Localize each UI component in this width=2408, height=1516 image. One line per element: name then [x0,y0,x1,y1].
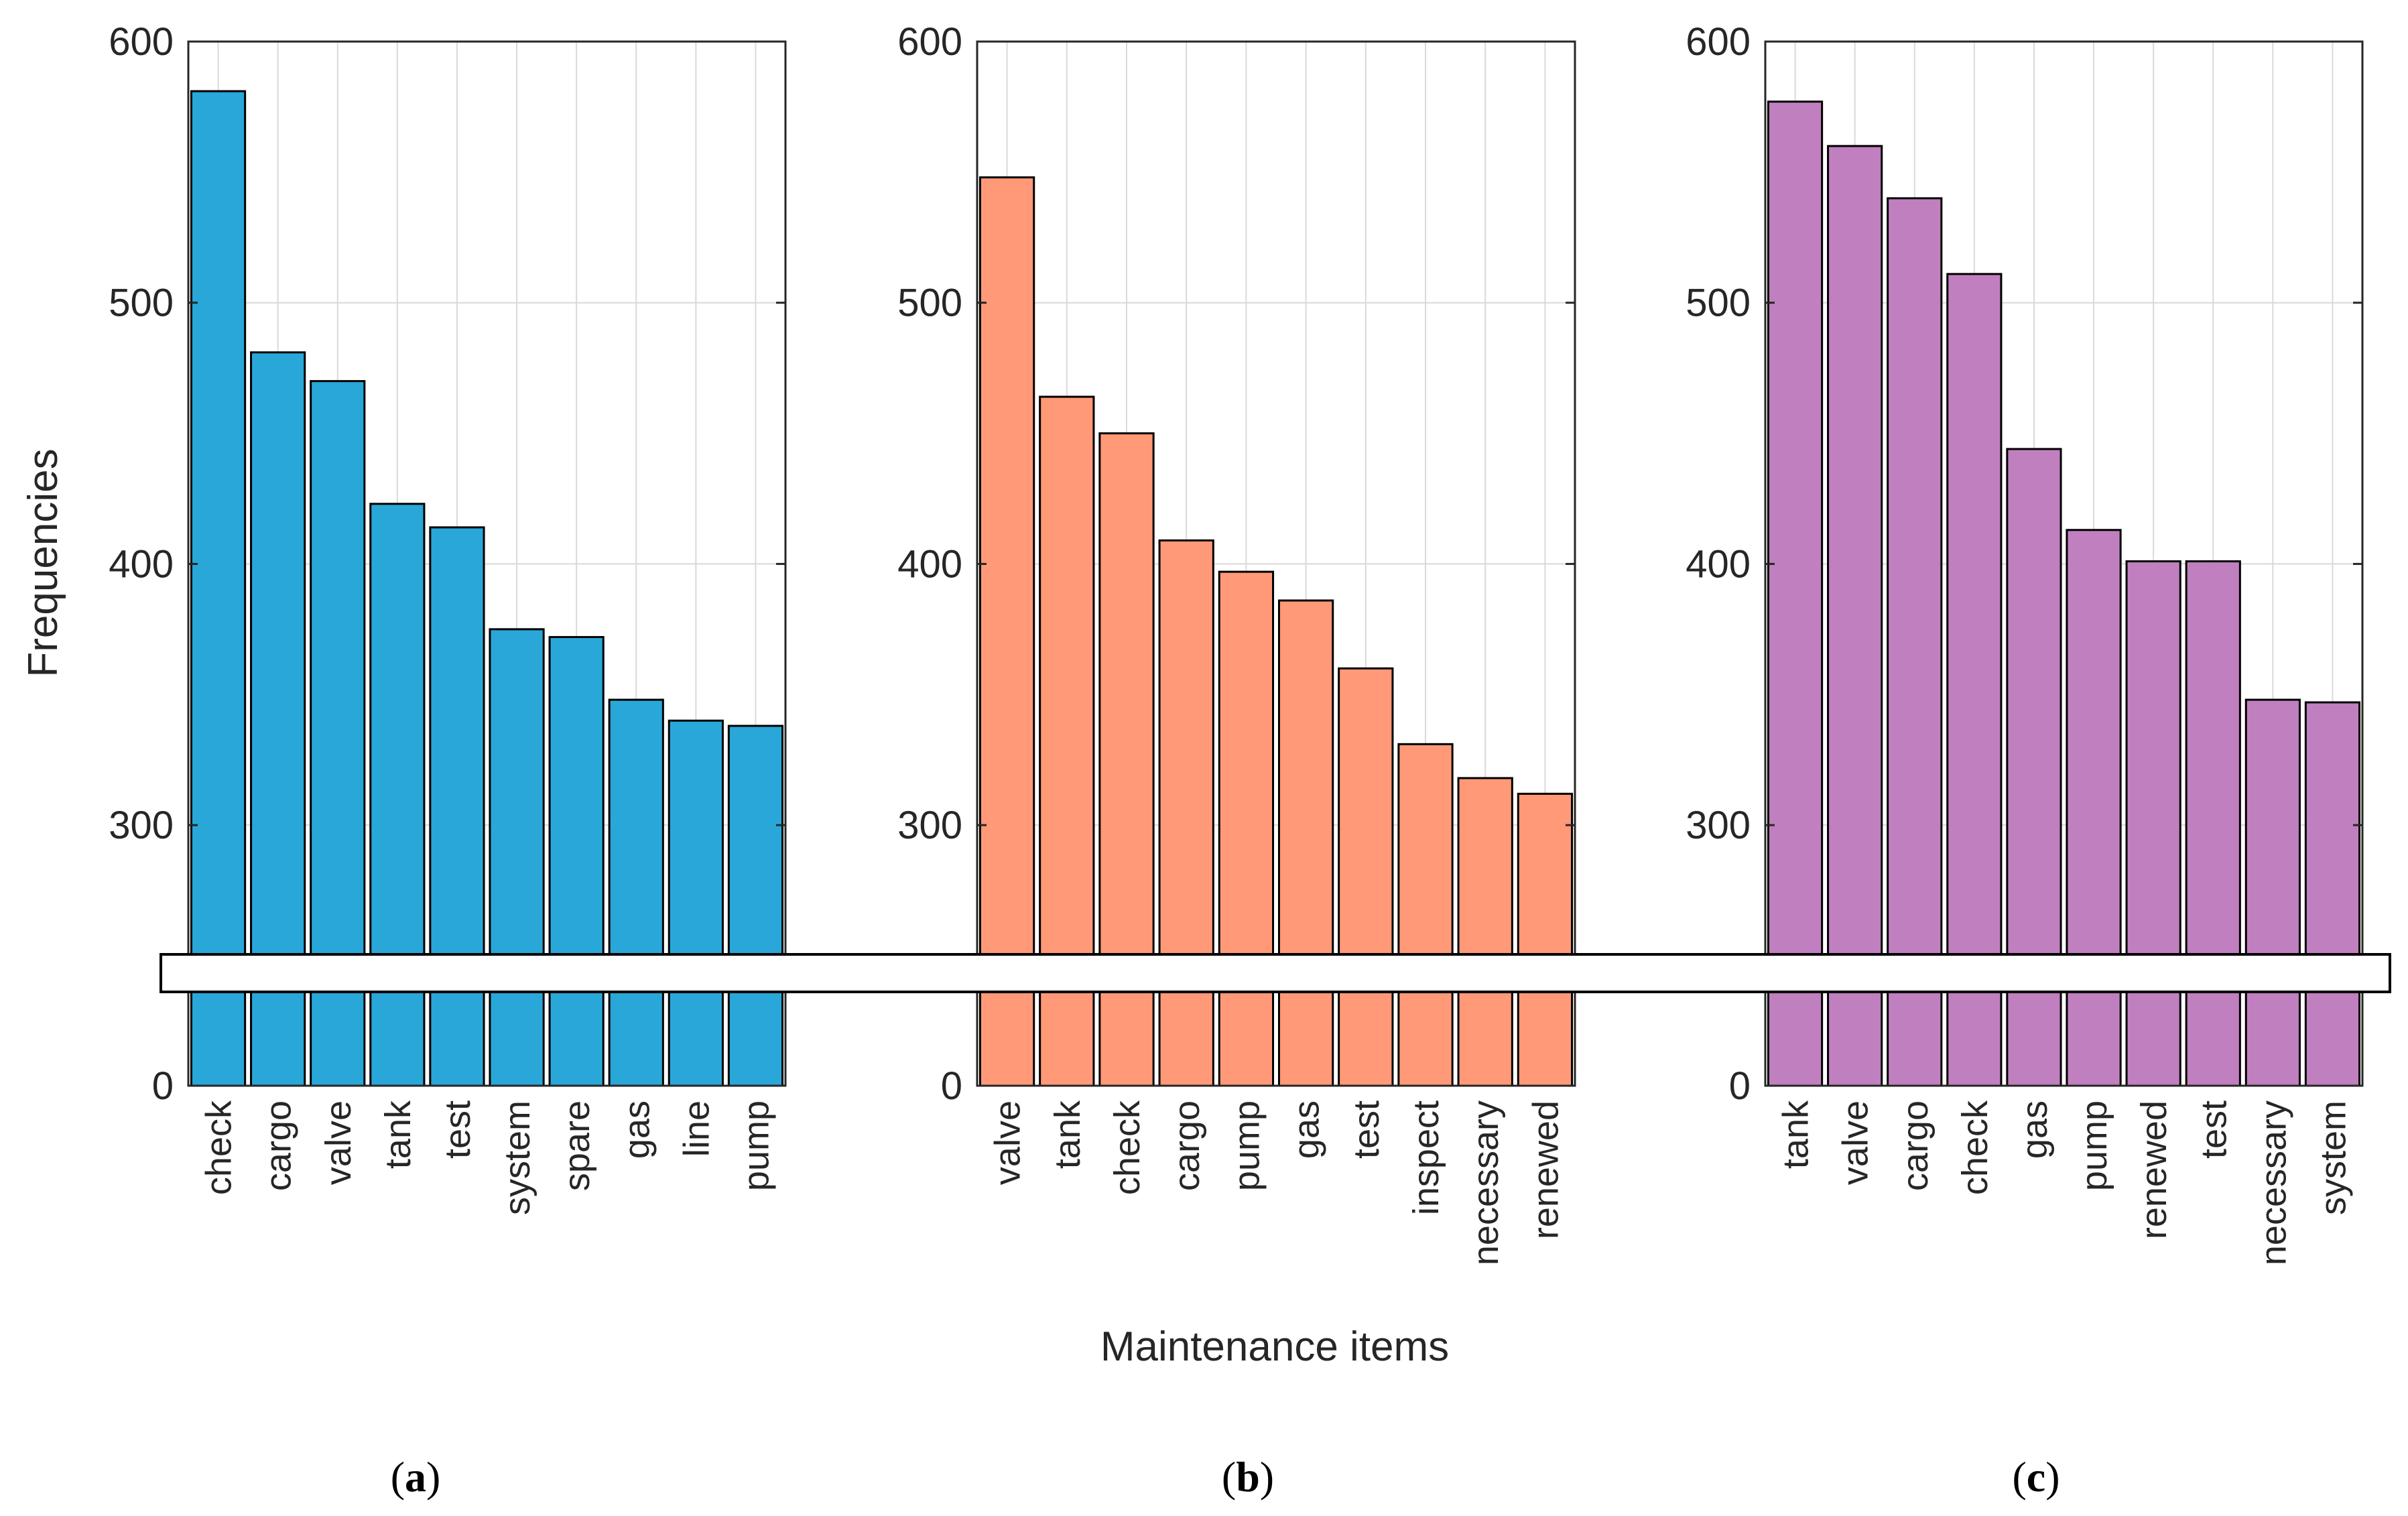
y-tick-label: 600 [1686,20,1751,64]
panel-b: 0 300 400 500 600 valve tank check cargo pump gas t… [897,20,1576,1265]
x-tick-label: renewed [2134,1100,2174,1239]
x-tick-label: pump [1226,1100,1267,1191]
y-tick-label: 500 [897,281,962,325]
bar-test [1338,667,1394,1087]
panel-label-a: (a) [391,1453,441,1501]
bar-cargo [1158,539,1214,1087]
panel-label-c-letter: c [2027,1453,2045,1501]
x-tick-label: renewed [1525,1100,1566,1239]
x-tick-label: cargo [1895,1100,1936,1191]
x-tick-label: necessary [1466,1100,1506,1265]
panels: 0 300 400 500 600 check cargo valve tank test syst… [109,20,2364,1265]
x-tick-label: line [676,1100,716,1157]
bar-cargo [1887,197,1943,1087]
panel-a: 0 300 400 500 600 check cargo valve tank test syst… [109,20,787,1215]
bar-renewed [1517,792,1574,1087]
bar-valve [1827,145,1883,1087]
x-tick-label: cargo [1167,1100,1207,1191]
panel-label-c: (c) [2012,1453,2060,1501]
x-tick-label: tank [378,1100,418,1169]
x-tick-label: test [2194,1100,2234,1159]
bar-gas [608,698,664,1087]
y-axis-title: Frequencies [20,448,66,677]
y-tick-label: 400 [1686,542,1751,586]
x-tick-label: valve [988,1100,1028,1185]
panel-label-b: (b) [1222,1453,1274,1501]
bar-necessary [2244,698,2301,1087]
x-tick-label: gas [2015,1100,2055,1159]
bar-renewed [2125,560,2181,1087]
x-tick-label: pump [2074,1100,2114,1191]
x-tick-label: test [1346,1100,1387,1159]
y-tick-label: 400 [897,542,962,586]
bar-necessary [1457,777,1513,1087]
panel-label-b-letter: b [1236,1453,1260,1501]
y-tick-label: 500 [109,281,174,325]
x-tick-label: tank [1776,1100,1816,1169]
y-tick-label: 0 [941,1064,962,1108]
y-tick-label: 600 [109,20,174,64]
bar-spare [548,636,605,1087]
y-tick-label: 400 [109,542,174,586]
x-tick-label: system [2313,1100,2353,1215]
x-tick-label: spare [557,1100,597,1191]
x-tick-label: check [199,1100,239,1195]
x-tick-label: inspect [1406,1100,1446,1215]
x-axis-title: Maintenance items [1100,1324,1449,1370]
x-tick-label: check [1955,1100,1995,1195]
x-tick-label: gas [1287,1100,1327,1159]
bar-pump [1218,570,1275,1087]
x-tick-label: system [497,1100,537,1215]
x-tick-label: pump [736,1100,776,1191]
y-tick-label: 300 [1686,804,1751,847]
bar-test [2185,560,2241,1087]
y-tick-label: 0 [152,1064,174,1108]
bar-system [489,628,545,1087]
bar-line [668,719,724,1087]
bar-gas [1277,599,1334,1087]
x-tick-label: tank [1048,1100,1088,1169]
y-tick-label: 600 [897,20,962,64]
bar-pump [2066,529,2122,1087]
y-tick-label: 300 [109,804,174,847]
y-tick-label: 0 [1729,1064,1751,1108]
x-tick-label: valve [318,1100,359,1185]
bar-tank [369,503,426,1087]
bar-test [429,526,485,1087]
bar-inspect [1397,743,1454,1087]
x-tick-label: check [1107,1100,1147,1195]
y-tick-label: 500 [1686,281,1751,325]
bar-system [2304,701,2361,1087]
x-tick-label: necessary [2253,1100,2293,1265]
x-tick-label: cargo [259,1100,299,1191]
panel-c: 0 300 400 500 600 tank valve cargo check gas pump r… [1686,20,2364,1265]
bar-check [190,90,247,1087]
y-tick-label: 300 [897,804,962,847]
x-tick-label: test [438,1100,478,1159]
panel-label-a-letter: a [405,1453,426,1501]
x-tick-label: valve [1836,1100,1876,1185]
axis-break-band [160,953,2391,993]
bar-valve [978,176,1035,1087]
bar-check [1946,273,2003,1087]
bar-tank [1767,101,1824,1087]
x-tick-label: gas [617,1100,657,1159]
bar-pump [727,724,784,1087]
